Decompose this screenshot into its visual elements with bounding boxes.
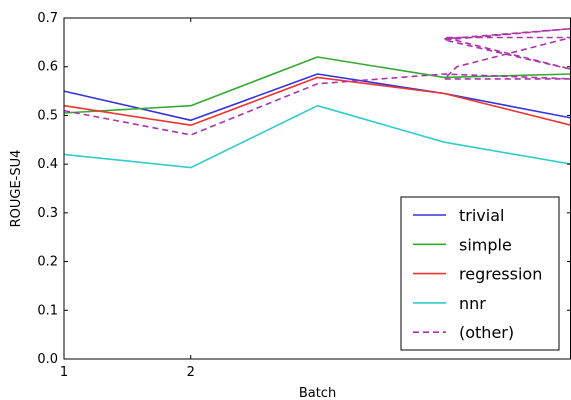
legend-label: (other)	[459, 323, 514, 342]
series-line-1	[63, 56, 571, 114]
legend-label: nnr	[459, 294, 486, 313]
y-tick-label: 0.7	[37, 11, 58, 26]
x-tick-label: 2	[187, 365, 195, 380]
y-axis-label: ROUGE-SU4	[9, 150, 24, 228]
y-tick-label: 0.6	[37, 60, 58, 75]
axis-ticks: 0.0 0.1 0.2 0.3 0.4 0.5 0.6 0.7 1 2	[37, 11, 571, 380]
legend-label: regression	[459, 265, 542, 284]
plot-lines	[63, 27, 571, 169]
series-line-4	[63, 27, 571, 136]
series-line-2	[63, 76, 571, 126]
y-tick-label: 0.5	[37, 108, 58, 123]
legend-label: simple	[459, 235, 512, 254]
y-tick-label: 0.4	[37, 157, 58, 172]
x-tick-label: 1	[60, 365, 68, 380]
y-tick-label: 0.0	[37, 352, 58, 367]
legend-label: trivial	[459, 206, 504, 225]
y-tick-label: 0.3	[37, 206, 58, 221]
legend: trivial simple regression nnr (other)	[400, 196, 560, 351]
series-line-3	[63, 104, 571, 169]
x-axis-label: Batch	[299, 386, 336, 400]
series-line-0	[63, 73, 571, 122]
y-tick-label: 0.2	[37, 255, 58, 270]
y-tick-label: 0.1	[37, 303, 58, 318]
